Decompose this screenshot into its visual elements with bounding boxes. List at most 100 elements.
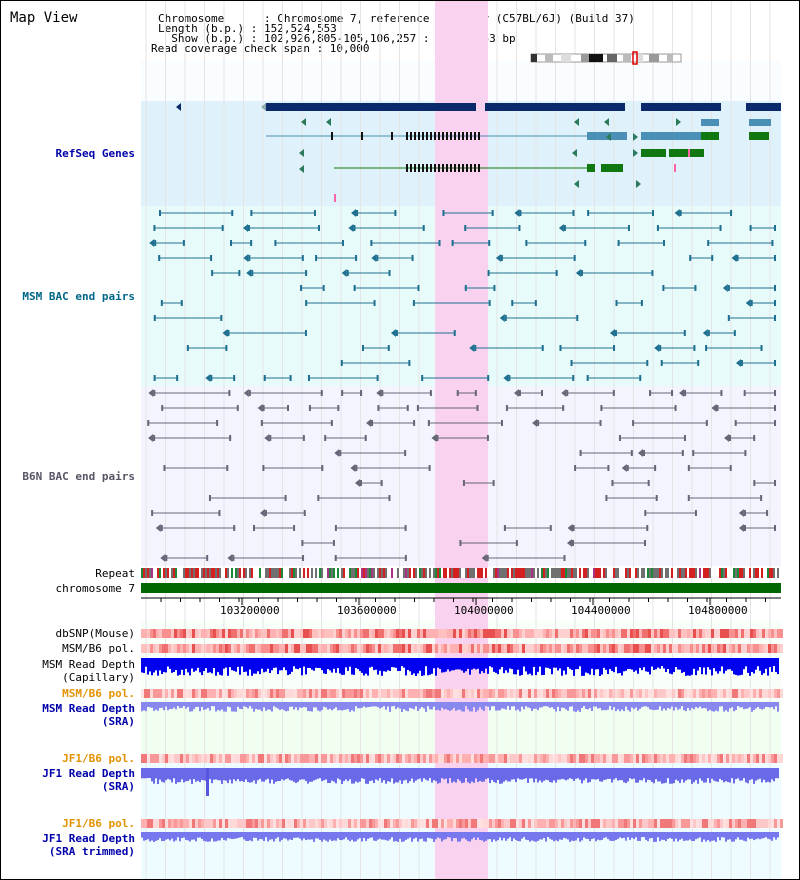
msm-b6-pol2-cell	[504, 689, 507, 698]
track-label-msm-depth[interactable]: MSM Read Depth	[42, 658, 135, 671]
msm-sra-depth-bar	[391, 702, 393, 707]
repeat-element	[409, 568, 411, 578]
jf1-b6-pol-cell	[486, 754, 489, 763]
track-label-repeat[interactable]: Repeat	[95, 567, 135, 580]
jf1-trim-depth-bar	[655, 832, 657, 842]
jf1-sra-depth-bar	[155, 768, 157, 779]
msm-bac-pair-end	[740, 360, 743, 366]
dbsnp-cell	[702, 629, 705, 638]
repeat-element	[177, 568, 179, 578]
msm-depth-bar	[189, 658, 191, 676]
msm-sra-depth-bar	[159, 702, 161, 708]
jf1-sra-depth-bar	[179, 768, 181, 783]
msm-b6-pol-cell	[405, 644, 408, 653]
jf1-trim-depth-bar	[317, 832, 319, 839]
msm-sra-depth-bar	[227, 702, 229, 707]
dbsnp-cell	[426, 629, 429, 638]
dbsnp-cell	[513, 629, 516, 638]
track-label-dbsnp[interactable]: dbSNP(Mouse)	[55, 627, 135, 640]
jf1-sra-depth-bar	[267, 768, 269, 779]
dbsnp-cell	[612, 629, 615, 638]
track-label-msm-bac[interactable]: MSM BAC end pairs	[22, 290, 135, 303]
jf1-b6-pol2-cell	[723, 819, 726, 828]
msm-bac-pair-end	[340, 360, 343, 366]
repeat-element	[239, 568, 241, 578]
msm-depth-bar	[763, 658, 765, 674]
track-label-b6n-bac[interactable]: B6N BAC end pairs	[22, 470, 135, 483]
jf1-sra-depth-bar	[683, 768, 685, 783]
jf1-trim-depth-bar	[173, 832, 175, 842]
msm-bac-pair-end	[153, 375, 156, 381]
msm-sra-depth-bar	[699, 702, 701, 707]
dbsnp-cell	[234, 629, 237, 638]
refseq-exon	[446, 164, 448, 172]
dbsnp-cell	[204, 629, 207, 638]
jf1-b6-pol-cell	[414, 754, 417, 763]
msm-bac-pair-end	[730, 210, 733, 216]
track-label-jf1-b6-pol-2[interactable]: JF1/B6 pol.	[62, 817, 135, 830]
jf1-sra-depth-bar	[611, 768, 613, 783]
msm-depth-bar	[619, 658, 621, 673]
msm-sra-depth-bar	[293, 702, 295, 710]
track-label-msm-b6-pol[interactable]: MSM/B6 pol.	[62, 642, 135, 655]
jf1-b6-pol2-cell	[618, 819, 621, 828]
msm-b6-pol-cell	[516, 644, 519, 653]
jf1-b6-pol-cell	[567, 754, 570, 763]
msm-sra-depth-bar	[481, 702, 483, 710]
msm-sra-depth-bar	[603, 702, 605, 711]
msm-sra-depth-bar	[275, 702, 277, 708]
msm-bac-pair-end	[587, 210, 590, 216]
jf1-trim-depth-bar	[731, 832, 733, 842]
repeat-element	[149, 568, 151, 578]
jf1-b6-pol2-cell	[198, 819, 201, 828]
dbsnp-cell	[189, 629, 192, 638]
b6n-bac-pair-end	[406, 405, 409, 411]
track-label-jf1-b6-pol[interactable]: JF1/B6 pol.	[62, 752, 135, 765]
msm-b6-pol-cell	[438, 644, 441, 653]
jf1-b6-pol-cell	[162, 754, 165, 763]
track-label-msm-b6-pol-2[interactable]: MSM/B6 pol.	[62, 687, 135, 700]
jf1-sra-depth-bar	[701, 768, 703, 781]
msm-b6-pol2-cell	[168, 689, 171, 698]
msm-b6-pol2-cell	[771, 689, 774, 698]
jf1-b6-pol-cell	[330, 754, 333, 763]
track-label-msm-sra[interactable]: MSM Read Depth	[42, 702, 135, 715]
msm-sra-depth-bar	[633, 702, 635, 709]
jf1-sra-depth-bar	[541, 768, 543, 783]
refseq-exon	[450, 164, 452, 172]
msm-b6-pol2-cell	[519, 689, 522, 698]
msm-bac-pair-end	[733, 330, 736, 336]
msm-sra-depth-bar	[515, 702, 517, 711]
jf1-b6-pol-cell	[441, 754, 444, 763]
b6n-bac-pair-end	[462, 480, 465, 486]
jf1-trim-depth-bar	[623, 832, 625, 838]
dbsnp-cell	[696, 629, 699, 638]
jf1-b6-pol2-cell	[300, 819, 303, 828]
msm-b6-pol2-cell	[768, 689, 771, 698]
msm-b6-pol-cell	[774, 644, 777, 653]
msm-sra-depth-bar	[243, 702, 245, 707]
jf1-b6-pol-cell	[456, 754, 459, 763]
jf1-trim-depth-bar	[447, 832, 449, 838]
track-label-chromosome[interactable]: chromosome 7	[55, 582, 135, 595]
msm-depth-bar	[721, 658, 723, 667]
jf1-b6-pol-cell	[156, 754, 159, 763]
jf1-b6-pol-cell	[675, 754, 678, 763]
jf1-b6-pol-cell	[690, 754, 693, 763]
msm-sra-depth-bar	[455, 702, 457, 711]
msm-b6-pol2-cell	[318, 689, 321, 698]
track-label-jf1-trim[interactable]: JF1 Read Depth	[42, 832, 135, 845]
msm-depth-bar	[559, 658, 561, 669]
msm-b6-pol2-cell	[225, 689, 228, 698]
jf1-trim-depth-bar	[385, 832, 387, 841]
msm-b6-pol2-cell	[660, 689, 663, 698]
msm-depth-bar	[457, 658, 459, 670]
msm-b6-pol-cell	[141, 644, 144, 653]
jf1-b6-pol2-cell	[222, 819, 225, 828]
msm-sra-depth-bar	[443, 702, 445, 710]
msm-sra-depth-bar	[559, 702, 561, 712]
msm-depth-bar	[649, 658, 651, 675]
track-label-jf1-sra[interactable]: JF1 Read Depth	[42, 767, 135, 780]
track-label-refseq[interactable]: RefSeq Genes	[55, 147, 135, 160]
jf1-trim-depth-bar	[497, 832, 499, 841]
